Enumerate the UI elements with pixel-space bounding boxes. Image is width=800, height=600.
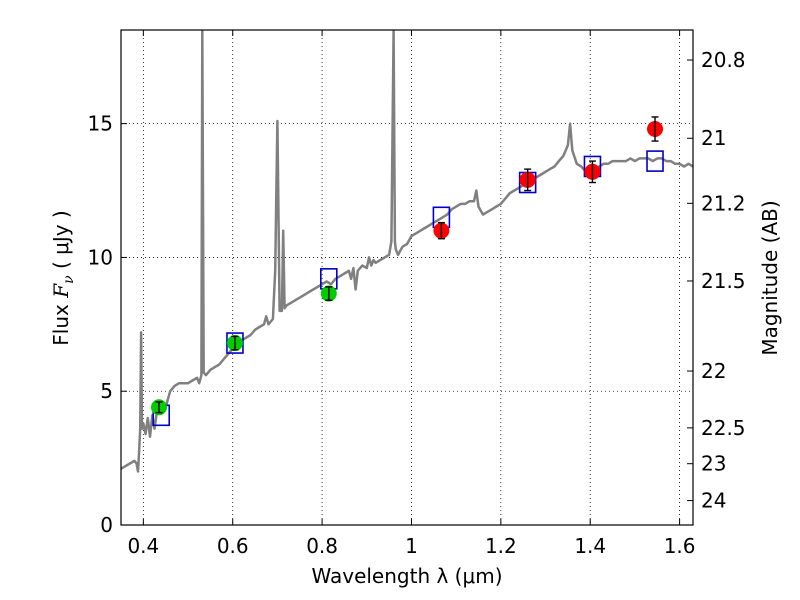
y2-tick-label: 24: [701, 489, 726, 513]
y2-tick-label: 21: [701, 126, 726, 150]
y2-tick-label: 22.5: [701, 416, 746, 440]
y-axis-label-symbol: F: [49, 283, 73, 299]
plot-background: [121, 30, 693, 525]
y-axis-label: Flux Fν ( μJy ): [49, 210, 77, 345]
x-tick-label: 0.8: [306, 534, 338, 558]
ticks: 0.4 0.6 0.8 1 1.2 1.4 1.6 0 5 10 15 20.8 21 21.2 21.5 2…: [88, 30, 746, 558]
data-layer: [121, 30, 693, 473]
x-tick-label: 1.4: [574, 534, 606, 558]
x-tick-label: 1: [405, 534, 418, 558]
y2-tick-label: 21.2: [701, 191, 746, 215]
x-axis-label: Wavelength λ (μm): [311, 564, 502, 588]
x-tick-label: 0.4: [127, 534, 159, 558]
y2-tick-label: 22: [701, 359, 726, 383]
y-axis-label-subscript: ν: [61, 275, 77, 284]
y-axis-label-suffix: ( μJy ): [49, 210, 73, 275]
y-axis-label-prefix: Flux: [49, 298, 73, 346]
x-tick-label: 1.6: [664, 534, 696, 558]
y-tick-label: 15: [88, 112, 113, 136]
y2-axis-label: Magnitude (AB): [758, 200, 782, 355]
y-tick-label: 10: [88, 245, 113, 269]
plot-frame: [120, 29, 694, 526]
model-spectrum-line: [121, 30, 693, 473]
y-tick-label: 5: [100, 379, 113, 403]
y2-tick-label: 20.8: [701, 48, 746, 72]
x-tick-label: 1.2: [485, 534, 517, 558]
y-tick-label: 0: [100, 513, 113, 537]
x-tick-label: 0.6: [217, 534, 249, 558]
y2-tick-label: 23: [701, 452, 726, 476]
y2-tick-label: 21.5: [701, 269, 746, 293]
model-photometry-box: [646, 150, 664, 172]
